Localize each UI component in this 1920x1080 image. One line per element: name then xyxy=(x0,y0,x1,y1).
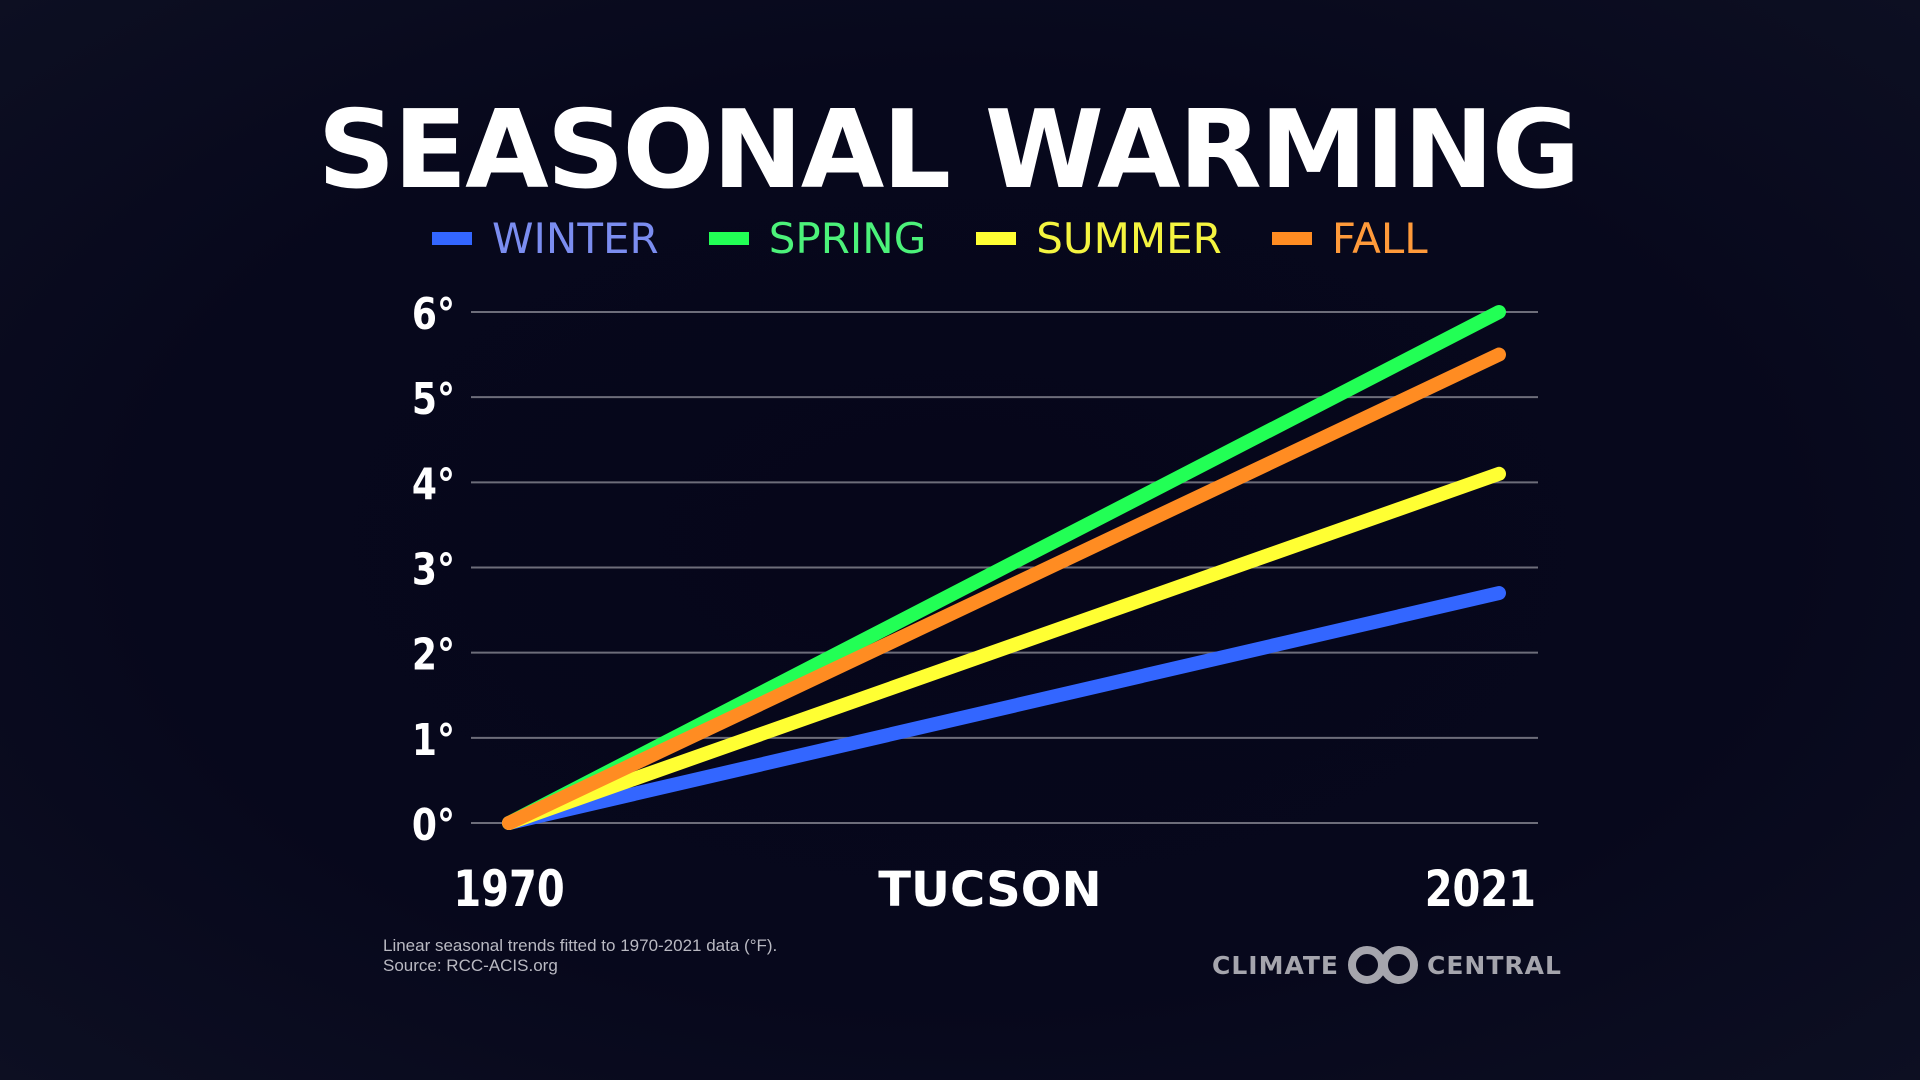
footnote-method: Linear seasonal trends fitted to 1970-20… xyxy=(383,936,778,955)
y-tick-label: 6° xyxy=(412,290,455,340)
legend-label: SPRING xyxy=(768,214,927,263)
legend-item-fall: FALL xyxy=(1271,214,1428,263)
x-tick-label: 1970 xyxy=(453,860,564,919)
footnote: Linear seasonal trends fitted to 1970-20… xyxy=(383,936,777,976)
legend-swatch xyxy=(976,232,1017,245)
series-line-winter xyxy=(502,586,1506,830)
legend-item-summer: SUMMER xyxy=(976,214,1222,263)
legend-label: FALL xyxy=(1331,214,1428,263)
series-line-summer xyxy=(502,466,1506,830)
footnote-source: Source: RCC-ACIS.org xyxy=(383,956,558,975)
chart-title: SEASONAL WARMING xyxy=(317,88,1581,213)
y-tick-label: 3° xyxy=(412,545,455,595)
logo-text-left: CLIMATE xyxy=(1212,950,1339,980)
y-tick-label: 4° xyxy=(412,460,455,510)
x-tick-label: 2021 xyxy=(1425,860,1536,919)
y-tick-label: 1° xyxy=(412,715,455,765)
y-tick-label: 5° xyxy=(412,375,455,425)
legend-item-winter: WINTER xyxy=(432,214,659,263)
legend-swatch xyxy=(1271,232,1312,245)
logo-text-right: CENTRAL xyxy=(1427,950,1562,980)
y-tick-label: 2° xyxy=(412,630,455,680)
legend-swatch xyxy=(708,232,749,245)
legend-swatch xyxy=(432,232,472,245)
legend-label: WINTER xyxy=(492,214,659,263)
legend-label: SUMMER xyxy=(1036,214,1222,263)
climate-central-logo: CLIMATE CENTRAL xyxy=(1212,945,1562,985)
legend: WINTER SPRING SUMMER FALL xyxy=(432,214,1428,263)
chart-subtitle: TUCSON xyxy=(878,862,1101,918)
series-line-fall xyxy=(502,347,1506,830)
logo-rings-icon xyxy=(1348,946,1418,984)
y-tick-label: 0° xyxy=(412,801,455,851)
legend-item-spring: SPRING xyxy=(708,214,927,263)
